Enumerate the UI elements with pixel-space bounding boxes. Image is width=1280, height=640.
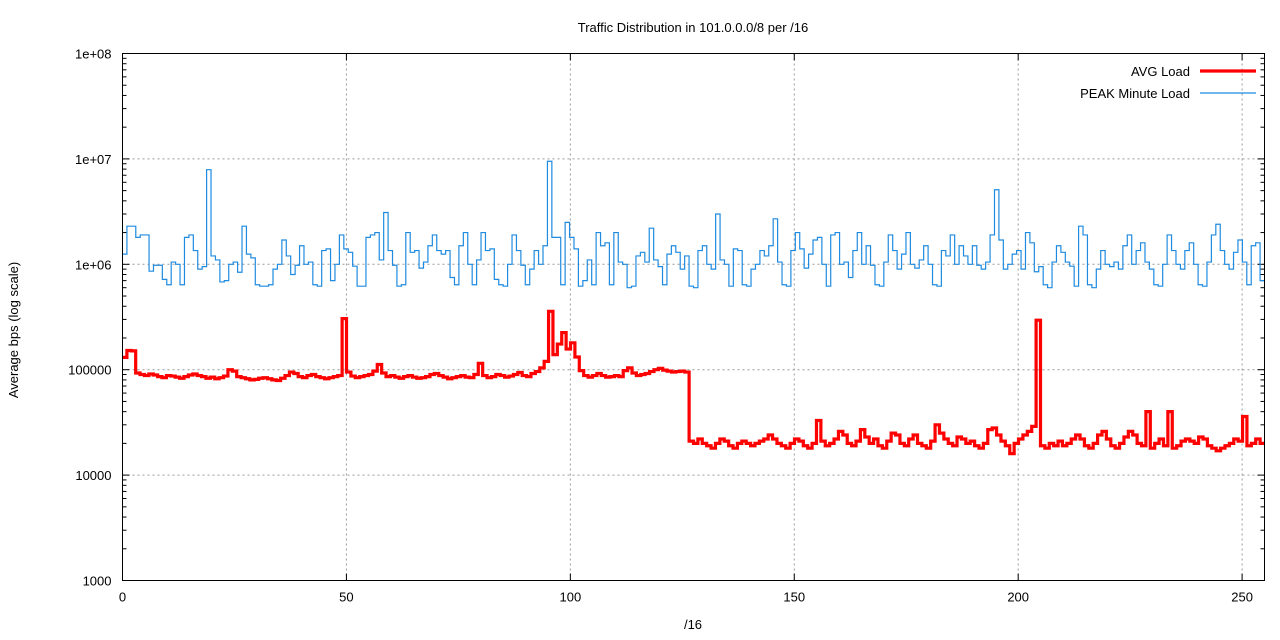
y-axis-ticks: 1000 10000 100000 1e+06 1e+07 1e+08 <box>68 47 1265 589</box>
x-axis-ticks: 0 50 100 150 200 250 <box>119 53 1253 605</box>
x-tick-label: 150 <box>783 590 805 605</box>
legend-label-avg-load: AVG Load <box>1131 64 1190 79</box>
y-tick-label: 1e+06 <box>75 257 112 272</box>
chart-title: Traffic Distribution in 101.0.0.0/8 per … <box>578 20 809 35</box>
x-tick-label: 100 <box>559 590 581 605</box>
series-line-avg-load <box>122 309 1265 456</box>
y-tick-label: 1e+07 <box>75 152 112 167</box>
plot-frame <box>122 53 1265 581</box>
legend-label-peak-minute-load: PEAK Minute Load <box>1080 86 1190 101</box>
x-tick-label: 250 <box>1231 590 1253 605</box>
y-tick-label: 10000 <box>75 468 111 483</box>
y-tick-label: 100000 <box>68 363 111 378</box>
data-series-layer <box>122 160 1265 456</box>
y-axis-title: Average bps (log scale) <box>6 262 21 398</box>
y-tick-label: 1000 <box>83 574 112 589</box>
chart-legend: AVG Load PEAK Minute Load <box>1080 64 1256 101</box>
x-axis-title: /16 <box>684 617 702 632</box>
y-tick-label: 1e+08 <box>75 47 112 62</box>
x-tick-label: 0 <box>119 590 126 605</box>
x-tick-label: 50 <box>339 590 353 605</box>
series-line-peak-minute-load <box>122 160 1265 289</box>
x-tick-label: 200 <box>1007 590 1029 605</box>
